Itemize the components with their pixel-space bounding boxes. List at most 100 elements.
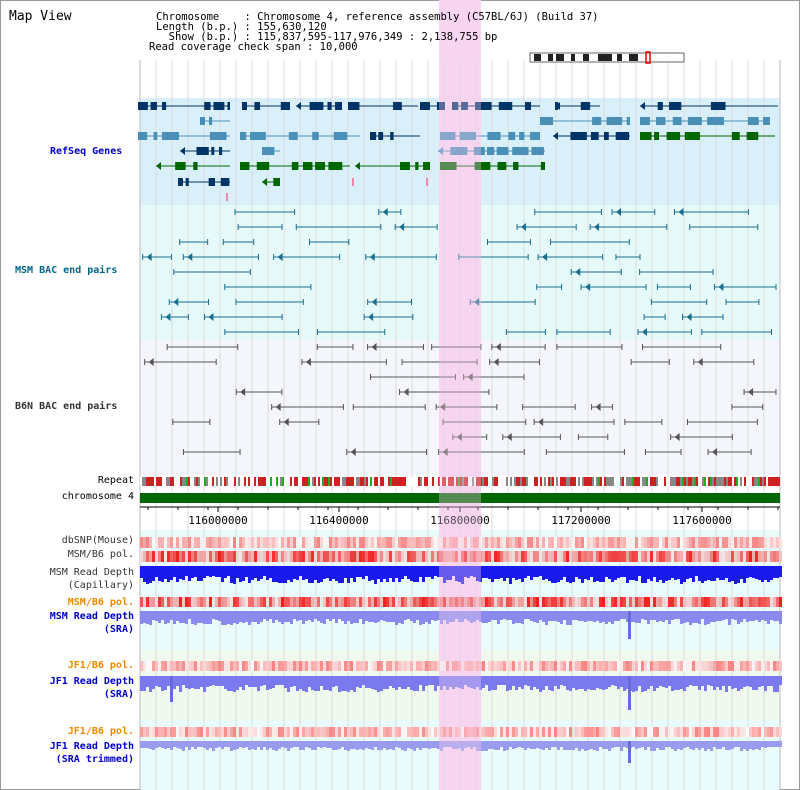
track-label-dbsnp[interactable]: dbSNP(Mouse) <box>61 535 134 546</box>
jf1-depth-trimmed-bar <box>608 741 611 751</box>
jf1-depth-sra-bar <box>536 676 539 689</box>
track-label-refseq[interactable]: RefSeq Genes <box>50 146 123 157</box>
track-label-msm-b6-pol-1[interactable]: MSM/B6 pol. <box>67 549 134 560</box>
track-label-msm-b6-pol-2[interactable]: MSM/B6 pol. <box>67 597 134 608</box>
msm-depth-capillary-bar <box>350 566 353 578</box>
msm-b6-pol-heat-cell <box>140 551 143 562</box>
gene-exon <box>378 132 384 140</box>
msm-b6-pol-heat-cell <box>272 551 275 562</box>
msm-depth-sra-bar <box>548 611 551 621</box>
dbsnp-heat-cell <box>653 537 656 548</box>
track-label-jf1-b6-pol-1[interactable]: JF1/B6 pol. <box>67 660 134 671</box>
msm-b6-pol-heat-cell <box>245 551 248 562</box>
jf1-depth-sra-bar <box>311 676 314 690</box>
track-label-msm-depth-sra[interactable]: MSM Read Depth <box>49 611 134 622</box>
dbsnp-heat-cell <box>506 537 509 548</box>
jf1-b6-pol-heat-cell <box>554 661 557 671</box>
jf1-depth-sra-bar <box>347 676 350 692</box>
gene-exon <box>162 132 179 140</box>
jf1-depth-trimmed-bar <box>467 741 470 747</box>
msm-b6-pol-heat-cell <box>461 551 464 562</box>
track-label-jf1-b6-pol-2[interactable]: JF1/B6 pol. <box>67 726 134 737</box>
track-label-b6n-bac[interactable]: B6N BAC end pairs <box>15 401 118 412</box>
jf1-b6-pol-2-heat-cell <box>230 727 233 737</box>
track-label-jf1-depth-sra[interactable]: JF1 Read Depth <box>49 676 134 687</box>
msm-b6-pol-2-heat-cell <box>500 597 503 607</box>
jf1-depth-sra-bar <box>443 676 446 686</box>
msm-depth-capillary-bar <box>371 566 374 580</box>
track-label-jf1-depth-trimmed[interactable]: JF1 Read Depth <box>49 741 134 752</box>
ideogram-band <box>629 54 638 61</box>
msm-depth-capillary-bar <box>686 566 689 579</box>
jf1-depth-sra-bar <box>254 676 257 687</box>
repeat-feature <box>304 477 306 486</box>
msm-depth-capillary-bar <box>167 566 170 582</box>
repeat-feature <box>616 477 618 486</box>
jf1-b6-pol-2-heat-cell <box>158 727 161 737</box>
msm-depth-capillary-bar <box>569 566 572 583</box>
msm-b6-pol-heat-cell <box>563 551 566 562</box>
repeat-feature <box>596 477 598 486</box>
msm-depth-capillary-bar <box>302 566 305 580</box>
repeat-feature <box>628 477 630 486</box>
track-label-msm-bac[interactable]: MSM BAC end pairs <box>15 265 118 276</box>
jf1-b6-pol-heat-cell <box>254 661 257 671</box>
msm-b6-pol-2-heat-cell <box>623 597 626 607</box>
msm-b6-pol-heat-cell <box>599 551 602 562</box>
msm-b6-pol-2-heat-cell <box>356 597 359 607</box>
repeat-feature <box>706 477 708 486</box>
track-label-chromosome[interactable]: chromosome 4 <box>61 491 134 502</box>
track-label-repeat[interactable]: Repeat <box>97 475 134 486</box>
msm-depth-capillary-bar <box>296 566 299 580</box>
jf1-b6-pol-2-heat-cell <box>719 727 722 737</box>
repeat-feature <box>262 477 264 486</box>
msm-b6-pol-heat-cell <box>722 551 725 562</box>
dbsnp-heat-cell <box>353 537 356 548</box>
msm-b6-pol-2-heat-cell <box>590 597 593 607</box>
jf1-depth-sra-bar <box>431 676 434 685</box>
track-label-msm-depth-capillary[interactable]: MSM Read Depth <box>49 567 134 578</box>
msm-depth-capillary-bar <box>524 566 527 578</box>
msm-b6-pol-heat-cell <box>437 551 440 562</box>
bac-end-arrow <box>575 268 581 276</box>
jf1-depth-trimmed-bar <box>392 741 395 750</box>
msm-b6-pol-heat-cell <box>653 551 656 562</box>
msm-depth-sra-bar <box>608 611 611 622</box>
msm-b6-pol-heat-cell <box>374 551 377 562</box>
chromosome-bar[interactable] <box>140 493 780 503</box>
dbsnp-heat-cell <box>521 537 524 548</box>
msm-b6-pol-2-heat-cell <box>572 597 575 607</box>
msm-b6-pol-heat-cell <box>737 551 740 562</box>
msm-depth-capillary-bar <box>281 566 284 583</box>
msm-b6-pol-2-heat-cell <box>191 597 194 607</box>
jf1-depth-sra-bar <box>143 676 146 691</box>
msm-b6-pol-heat-cell <box>407 551 410 562</box>
msm-depth-sra-bar <box>647 611 650 624</box>
msm-b6-pol-2-heat-cell <box>524 597 527 607</box>
msm-b6-pol-heat-cell <box>443 551 446 562</box>
repeat-feature <box>424 477 426 486</box>
msm-b6-pol-2-heat-cell <box>674 597 677 607</box>
jf1-b6-pol-2-heat-cell <box>587 727 590 737</box>
repeat-feature <box>246 477 248 486</box>
bac-end-arrow <box>350 448 356 456</box>
jf1-depth-trimmed-bar <box>449 741 452 747</box>
dbsnp-heat-cell <box>434 537 437 548</box>
msm-depth-sra-bar <box>176 611 179 621</box>
jf1-b6-pol-heat-cell <box>413 661 416 671</box>
msm-b6-pol-2-heat-cell <box>338 597 341 607</box>
jf1-b6-pol-heat-cell <box>716 661 719 671</box>
msm-depth-sra-bar <box>482 611 485 623</box>
page-title: Map View <box>9 9 72 24</box>
jf1-depth-sra-bar <box>191 676 194 688</box>
jf1-b6-pol-heat-cell <box>659 661 662 671</box>
dbsnp-heat-cell <box>356 537 359 548</box>
jf1-depth-trimmed-bar <box>410 741 413 749</box>
msm-b6-pol-heat-cell <box>152 551 155 562</box>
msm-depth-capillary-bar <box>512 566 515 578</box>
jf1-depth-sra-bar <box>758 676 761 687</box>
repeat-feature <box>412 477 414 486</box>
jf1-depth-sra-bar <box>356 676 359 687</box>
jf1-b6-pol-heat-cell <box>323 661 326 671</box>
